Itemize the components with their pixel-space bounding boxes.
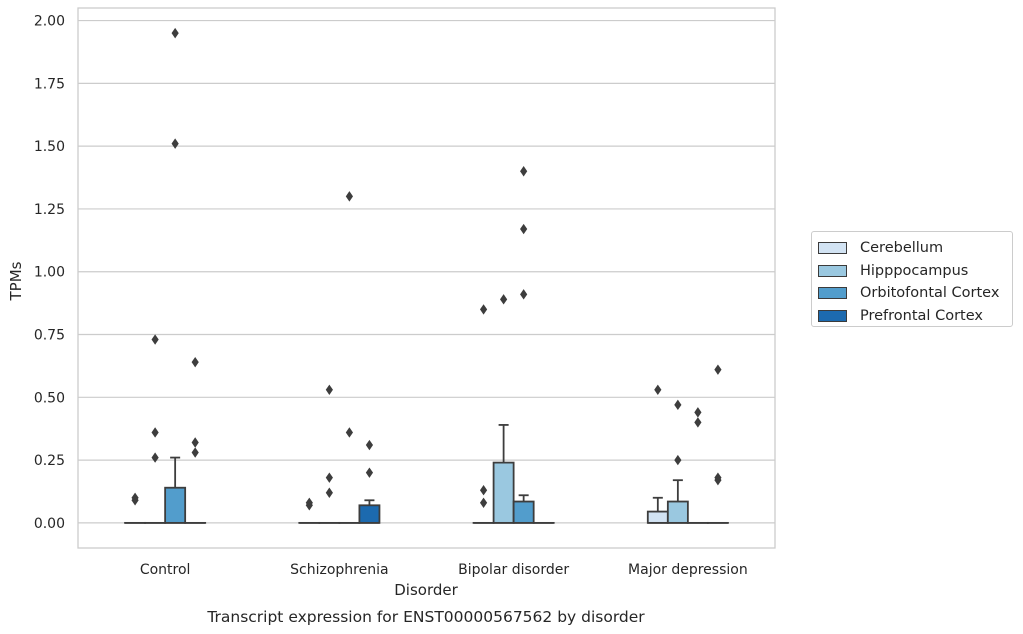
outlier-point: [325, 487, 333, 498]
legend-label: Cerebellum: [860, 240, 944, 257]
outlier-point: [479, 304, 488, 315]
legend-item: Orbitofontal Cortex: [818, 282, 1012, 305]
box-orbitofontal-cortex: [686, 407, 709, 524]
box-body: [492, 461, 515, 524]
y-tick-label: 0.25: [34, 453, 65, 469]
x-tick-label: Major depression: [628, 562, 748, 578]
y-tick-label: 1.00: [34, 265, 65, 281]
outlier-point: [191, 447, 199, 458]
box-orbitofontal-cortex: [164, 27, 187, 524]
box-cerebellum: [298, 497, 321, 524]
legend: Cerebellum Hipppocampus Orbitofontal Corte…: [811, 231, 1013, 327]
outlier-point: [151, 452, 159, 463]
box-hipppocampus: [144, 334, 167, 524]
outlier-point: [305, 497, 313, 508]
outlier-point: [520, 223, 528, 235]
box-prefrontal-cortex: [358, 439, 381, 524]
outlier-point: [365, 439, 374, 451]
y-tick-label: 0.00: [34, 516, 65, 532]
outlier-point: [500, 294, 508, 305]
outlier-point: [520, 289, 528, 300]
box-orbitofontal-cortex: [512, 166, 535, 524]
y-tick-label: 1.25: [34, 202, 65, 218]
x-axis-label: Disorder: [394, 581, 458, 599]
legend-label: Prefrontal Cortex: [860, 307, 983, 324]
box-body: [666, 500, 689, 524]
box-prefrontal-cortex: [707, 364, 729, 524]
outlier-point: [151, 334, 159, 345]
outlier-point: [520, 166, 528, 177]
outlier-point: [345, 191, 353, 202]
x-tick-label: Control: [140, 562, 191, 578]
outlier-point: [365, 467, 374, 478]
box-body: [512, 500, 535, 524]
outlier-point: [714, 472, 722, 483]
x-tick-labels: Control Schizophrenia Bipolar disorder Majo…: [140, 562, 748, 578]
box-hipppocampus: [666, 399, 689, 524]
outlier-point: [151, 427, 159, 438]
outlier-point: [674, 399, 682, 411]
outlier-point: [325, 384, 333, 395]
x-tick-label: Bipolar disorder: [458, 562, 569, 578]
box-cerebellum: [646, 384, 669, 524]
box-orbitofontal-cortex: [338, 191, 361, 524]
outlier-point: [191, 356, 199, 368]
outlier-point: [694, 407, 702, 418]
plot-area-frame: [77, 7, 776, 549]
y-axis-label: TPMs: [7, 261, 25, 301]
x-tick-label: Schizophrenia: [290, 562, 388, 578]
outlier-point: [171, 138, 179, 149]
y-tick-label: 0.50: [34, 390, 65, 406]
box-body: [358, 504, 381, 524]
y-tick-label: 0.75: [34, 328, 65, 344]
box-body: [646, 510, 669, 524]
legend-swatch: [818, 287, 847, 300]
legend-swatch: [818, 242, 847, 255]
box-cerebellum: [472, 304, 495, 524]
legend-item: Cerebellum: [818, 237, 1012, 260]
y-tick-labels: 0.00 0.25 0.50 0.75 1.00 1.25 1.50 1.75 2.00: [34, 14, 65, 532]
y-tick-label: 2.00: [34, 14, 65, 30]
legend-label: Hipppocampus: [860, 262, 969, 279]
outlier-point: [325, 472, 333, 483]
legend-item: Prefrontal Cortex: [818, 305, 1012, 328]
legend-swatch: [818, 264, 847, 277]
outlier-point: [674, 454, 682, 466]
box-cerebellum: [124, 492, 146, 524]
outlier-point: [714, 364, 722, 375]
box-hipppocampus: [492, 294, 515, 524]
legend-swatch: [818, 309, 847, 322]
box-body: [164, 486, 187, 524]
outlier-point: [479, 485, 488, 496]
grid-lines: [78, 19, 775, 524]
legend-item: Hipppocampus: [818, 260, 1012, 283]
outlier-point: [191, 437, 199, 448]
outlier-point: [131, 492, 139, 503]
chart-title: Transcript expression for ENST0000056756…: [206, 608, 645, 626]
y-tick-label: 1.50: [34, 139, 65, 155]
outlier-point: [694, 417, 702, 428]
box-prefrontal-cortex: [184, 356, 207, 524]
y-tick-label: 1.75: [34, 76, 65, 92]
outlier-point: [345, 427, 353, 438]
outlier-point: [171, 27, 179, 39]
box-marks: [124, 27, 729, 524]
box-hipppocampus: [318, 384, 341, 524]
outlier-point: [479, 497, 488, 508]
outlier-point: [654, 384, 662, 395]
legend-label: Orbitofontal Cortex: [860, 285, 1000, 302]
